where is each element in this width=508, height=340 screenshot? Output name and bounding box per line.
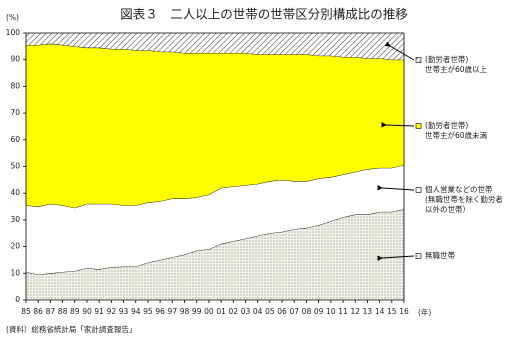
legend-swatch — [415, 123, 422, 129]
y-tick-label: 40 — [10, 188, 20, 197]
legend-label: 無職世帯 — [425, 250, 455, 260]
legend-label: 個人営業などの世帯 — [425, 184, 493, 194]
x-tick-label: 93 — [119, 307, 129, 316]
x-tick-label: 97 — [168, 307, 178, 316]
x-tick-label: 92 — [107, 307, 117, 316]
x-tick-label: 86 — [33, 307, 43, 316]
legend-arrow — [384, 41, 415, 61]
x-tick-label: 98 — [180, 307, 190, 316]
x-tick-label: 15 — [387, 307, 397, 316]
legend-label: 世帯主が60歳未満 — [425, 130, 488, 140]
y-tick-label: 80 — [10, 81, 20, 90]
legend-swatch — [415, 187, 422, 193]
x-tick-label: 08 — [302, 307, 312, 316]
x-tick-label: 88 — [58, 307, 68, 316]
x-tick-label: 06 — [277, 307, 287, 316]
legend-label: (勤労者世帯) — [425, 120, 468, 130]
source: (資料）総務省統計局「家計調査報告」 — [6, 324, 136, 334]
x-tick-label: 96 — [155, 307, 165, 316]
x-tick-label: 99 — [192, 307, 202, 316]
y-tick-label: 20 — [10, 242, 20, 251]
legend-arrow — [381, 122, 415, 128]
y-tick-label: 60 — [10, 135, 20, 144]
y-tick-label: 90 — [10, 55, 20, 64]
x-tick-label: 85 — [21, 307, 31, 316]
y-tick-label: 50 — [10, 162, 20, 171]
x-tick-label: 11 — [338, 307, 348, 316]
x-tick-label: 05 — [265, 307, 275, 316]
legend-arrow — [377, 255, 415, 261]
legend-label: (勤労者世帯) — [425, 54, 468, 64]
x-tick-label: 00 — [204, 307, 214, 316]
x-tick-label: 12 — [350, 307, 360, 316]
legend-arrow — [377, 185, 415, 191]
x-tick-label: 02 — [229, 307, 239, 316]
x-tick-label: 87 — [46, 307, 56, 316]
x-tick-label: 90 — [82, 307, 92, 316]
x-tick-label: 14 — [375, 307, 385, 316]
x-tick-label: 91 — [94, 307, 104, 316]
x-tick-label: 09 — [314, 307, 324, 316]
chart-title: 図表３ 二人以上の世帯の世帯区分別構成比の推移 — [120, 7, 408, 22]
x-axis-label: (年) — [418, 307, 431, 317]
area — [26, 33, 404, 60]
x-tick-label: 16 — [399, 307, 409, 316]
y-axis-label: (%) — [6, 13, 19, 22]
x-tick-label: 13 — [363, 307, 373, 316]
legend-swatch — [415, 253, 422, 259]
y-tick-label: 100 — [6, 28, 21, 37]
x-tick-label: 95 — [143, 307, 153, 316]
x-tick-label: 01 — [216, 307, 226, 316]
x-tick-label: 94 — [131, 307, 141, 316]
legend-swatch — [415, 57, 422, 63]
y-tick-label: 30 — [10, 215, 20, 224]
y-tick-label: 10 — [10, 268, 20, 277]
x-tick-label: 04 — [253, 307, 263, 316]
area — [26, 209, 404, 300]
area — [26, 43, 404, 208]
area — [26, 165, 404, 275]
x-tick-label: 03 — [241, 307, 251, 316]
legend-label: 世帯主が60歳以上 — [425, 64, 488, 74]
y-tick-label: 70 — [10, 108, 20, 117]
x-tick-label: 07 — [289, 307, 299, 316]
legend-label: (無職世帯を除く勤労者 — [425, 194, 503, 204]
x-tick-label: 10 — [326, 307, 336, 316]
legend-label: 以外の世帯） — [425, 204, 470, 214]
x-tick-label: 89 — [70, 307, 80, 316]
y-tick-label: 0 — [15, 295, 20, 304]
